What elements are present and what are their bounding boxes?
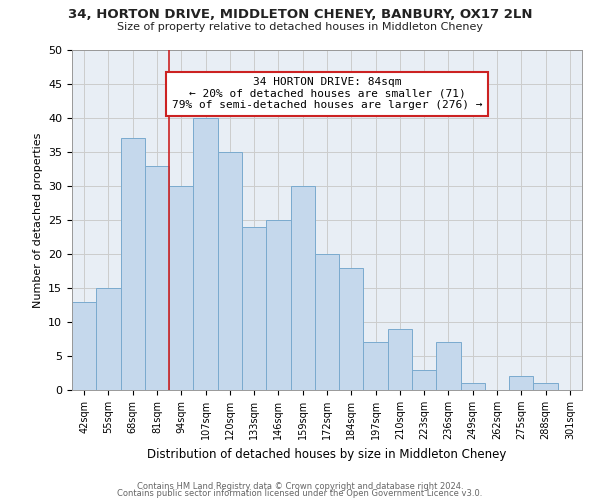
Text: Contains public sector information licensed under the Open Government Licence v3: Contains public sector information licen… bbox=[118, 490, 482, 498]
Bar bbox=[169, 186, 193, 390]
Bar bbox=[121, 138, 145, 390]
Bar bbox=[96, 288, 121, 390]
Bar bbox=[290, 186, 315, 390]
Bar bbox=[412, 370, 436, 390]
Bar bbox=[461, 383, 485, 390]
Bar bbox=[242, 227, 266, 390]
Bar bbox=[193, 118, 218, 390]
Text: 34, HORTON DRIVE, MIDDLETON CHENEY, BANBURY, OX17 2LN: 34, HORTON DRIVE, MIDDLETON CHENEY, BANB… bbox=[68, 8, 532, 20]
Bar bbox=[72, 302, 96, 390]
Text: Contains HM Land Registry data © Crown copyright and database right 2024.: Contains HM Land Registry data © Crown c… bbox=[137, 482, 463, 491]
Bar bbox=[315, 254, 339, 390]
Bar bbox=[339, 268, 364, 390]
Bar bbox=[364, 342, 388, 390]
Text: Size of property relative to detached houses in Middleton Cheney: Size of property relative to detached ho… bbox=[117, 22, 483, 32]
Bar bbox=[218, 152, 242, 390]
Bar bbox=[388, 329, 412, 390]
X-axis label: Distribution of detached houses by size in Middleton Cheney: Distribution of detached houses by size … bbox=[148, 448, 506, 460]
Y-axis label: Number of detached properties: Number of detached properties bbox=[32, 132, 43, 308]
Bar bbox=[145, 166, 169, 390]
Bar bbox=[533, 383, 558, 390]
Text: 34 HORTON DRIVE: 84sqm
← 20% of detached houses are smaller (71)
79% of semi-det: 34 HORTON DRIVE: 84sqm ← 20% of detached… bbox=[172, 77, 482, 110]
Bar bbox=[509, 376, 533, 390]
Bar bbox=[436, 342, 461, 390]
Bar bbox=[266, 220, 290, 390]
